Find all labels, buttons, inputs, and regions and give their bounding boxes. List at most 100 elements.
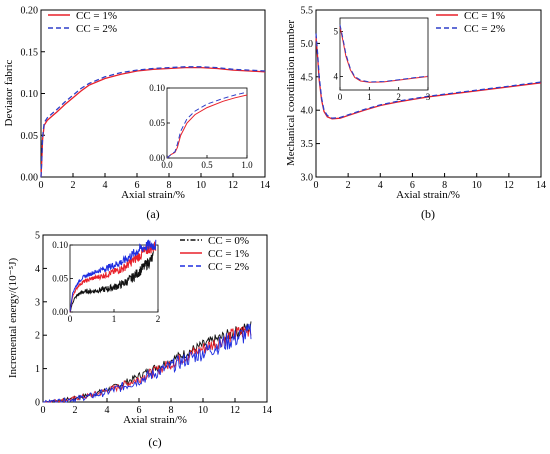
inset-series-line bbox=[69, 239, 157, 312]
x-tick-label: 12 bbox=[230, 405, 240, 416]
inset-y-tick-label: 0.05 bbox=[52, 274, 68, 284]
inset-series-line bbox=[339, 24, 429, 83]
inset-x-tick-label: 0 bbox=[338, 92, 343, 102]
panel-a: 0 2 4 6 8 10 12 14 0.00 0.05 0.10 0.15 0.20 0.0 0.5 1.… bbox=[3, 6, 270, 222]
y-tick-label: 5.5 bbox=[301, 6, 314, 17]
x-tick-label: 2 bbox=[73, 405, 78, 416]
panel-b-x-axis-label: Axial strain/% bbox=[396, 189, 460, 201]
panel-c-x-axis-label: Axial strain/% bbox=[123, 414, 187, 426]
y-tick-label: 3.5 bbox=[301, 139, 314, 150]
series-line-2pct bbox=[315, 33, 542, 119]
y-tick-label: 0 bbox=[35, 398, 40, 409]
panel-a-inset: 0.0 0.5 1.0 0.00 0.05 0.10 bbox=[149, 83, 253, 170]
x-tick-label: 2 bbox=[346, 180, 351, 191]
panel-c-y-axis-label: Incremental energy/(10⁻⁵J) bbox=[7, 258, 19, 379]
x-tick-label: 10 bbox=[472, 180, 482, 191]
panel-b-series-lines bbox=[315, 33, 542, 120]
y-tick-label: 0.15 bbox=[21, 47, 39, 58]
x-tick-label: 4 bbox=[103, 180, 108, 191]
inset-frame bbox=[166, 87, 248, 159]
inset-series-line bbox=[69, 241, 157, 313]
x-tick-label: 0 bbox=[39, 180, 44, 191]
x-tick-label: 8 bbox=[442, 180, 447, 191]
y-tick-label: 1 bbox=[35, 364, 40, 375]
y-tick-label: 0.20 bbox=[21, 6, 39, 17]
series-line-0pct bbox=[42, 321, 252, 403]
panel-c-legend: CC = 0%CC = 1%CC = 2% bbox=[180, 235, 249, 273]
y-tick-label: 0.00 bbox=[21, 173, 39, 184]
series-line-1pct bbox=[42, 326, 252, 404]
panel-c-plot-frame bbox=[42, 234, 268, 403]
legend-entry-label: CC = 1% bbox=[76, 10, 117, 22]
panel-a-y-axis-label: Deviator fabric bbox=[3, 59, 15, 126]
panel-b-inset: 0 1 2 3 4 5 bbox=[334, 17, 431, 102]
inset-frame bbox=[339, 17, 429, 91]
x-tick-label: 8 bbox=[169, 405, 174, 416]
legend-entry-label: CC = 1% bbox=[208, 248, 249, 260]
x-tick-label: 4 bbox=[378, 180, 383, 191]
panel-a-series-lines bbox=[40, 66, 266, 178]
legend-entry-label: CC = 2% bbox=[208, 261, 249, 273]
inset-x-tick-label: 1 bbox=[112, 314, 117, 324]
inset-x-tick-label: 2 bbox=[156, 314, 161, 324]
legend-entry-label: CC = 1% bbox=[464, 10, 505, 22]
inset-y-tick-label: 4 bbox=[334, 72, 339, 82]
inset-y-tick-label: 0.00 bbox=[149, 153, 165, 163]
x-tick-label: 10 bbox=[198, 405, 208, 416]
inset-x-tick-label: 2 bbox=[396, 92, 401, 102]
panel-b-legend: CC = 1%CC = 2% bbox=[436, 10, 505, 35]
x-tick-label: 0 bbox=[41, 405, 46, 416]
inset-frame bbox=[69, 244, 159, 313]
y-tick-label: 0.05 bbox=[21, 131, 39, 142]
x-tick-label: 14 bbox=[262, 405, 272, 416]
inset-y-tick-label: 5 bbox=[334, 27, 339, 37]
inset-series-line bbox=[69, 251, 155, 313]
x-tick-label: 12 bbox=[504, 180, 514, 191]
x-tick-label: 6 bbox=[135, 180, 140, 191]
series-line-2pct bbox=[40, 66, 266, 178]
y-tick-label: 4.0 bbox=[301, 106, 314, 117]
inset-x-tick-label: 1 bbox=[367, 92, 372, 102]
x-tick-label: 0 bbox=[314, 180, 319, 191]
panel-b: 0 2 4 6 8 10 12 143.03.54.04.55.05.5 0 1 2 345 CC … bbox=[285, 6, 546, 222]
x-tick-label: 14 bbox=[260, 180, 270, 191]
panel-c-inset: 0 1 2 0.00 0.05 0.10 bbox=[52, 239, 161, 324]
panel-c-series-lines bbox=[42, 321, 252, 404]
panel-b-plot-frame bbox=[315, 9, 542, 178]
inset-y-tick-label: 0.00 bbox=[52, 307, 68, 317]
y-tick-label: 3.0 bbox=[301, 173, 314, 184]
x-tick-label: 4 bbox=[105, 405, 110, 416]
y-tick-label: 0.10 bbox=[21, 89, 39, 100]
inset-y-tick-label: 0.05 bbox=[149, 118, 165, 128]
inset-y-tick-label: 0.10 bbox=[52, 240, 68, 250]
legend-entry-label: CC = 2% bbox=[76, 23, 117, 35]
legend-entry-label: CC = 0% bbox=[208, 235, 249, 247]
y-tick-label: 2 bbox=[35, 331, 40, 342]
panel-b-ticks: 0 2 4 6 8 10 12 143.03.54.04.55.05.5 bbox=[301, 6, 547, 192]
panel-a-label: (a) bbox=[146, 207, 159, 221]
x-tick-label: 6 bbox=[410, 180, 415, 191]
inset-x-tick-label: 1.0 bbox=[241, 160, 253, 170]
x-tick-label: 10 bbox=[196, 180, 206, 191]
legend-entry-label: CC = 2% bbox=[464, 23, 505, 35]
inset-x-tick-label: 0.0 bbox=[161, 160, 173, 170]
panel-b-y-axis-label: Mechanical coordination number bbox=[285, 20, 297, 166]
inset-x-tick-label: 0 bbox=[68, 314, 73, 324]
inset-series-line bbox=[166, 91, 248, 159]
y-tick-label: 5.0 bbox=[301, 39, 314, 50]
inset-x-tick-label: 3 bbox=[426, 92, 431, 102]
y-tick-label: 3 bbox=[35, 297, 40, 308]
series-line-2pct bbox=[42, 323, 252, 404]
x-tick-label: 8 bbox=[167, 180, 172, 191]
panel-c-label: (c) bbox=[148, 435, 161, 449]
y-tick-label: 5 bbox=[35, 231, 40, 242]
x-tick-label: 14 bbox=[536, 180, 546, 191]
series-line-1pct bbox=[40, 66, 266, 178]
inset-y-tick-label: 0.10 bbox=[149, 83, 165, 93]
x-tick-label: 12 bbox=[228, 180, 238, 191]
y-tick-label: 4.5 bbox=[301, 72, 314, 83]
y-tick-label: 4 bbox=[35, 264, 40, 275]
panel-a-ticks: 0 2 4 6 8 10 12 14 0.00 0.05 0.10 0.15 0.20 bbox=[21, 6, 271, 192]
